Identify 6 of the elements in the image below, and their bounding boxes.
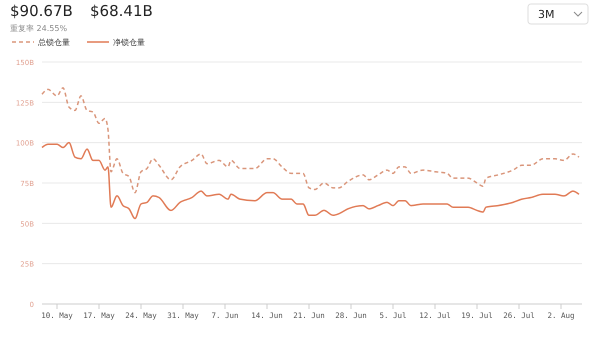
- legend-label: 总锁仓量: [37, 38, 70, 47]
- text: $68.41B: [90, 2, 153, 20]
- period-dropdown: 3M: [528, 4, 588, 24]
- text: $90.67B: [10, 2, 73, 20]
- text: 重复率 24.55%: [10, 24, 68, 33]
- legend-label: 净锁仓量: [113, 38, 145, 47]
